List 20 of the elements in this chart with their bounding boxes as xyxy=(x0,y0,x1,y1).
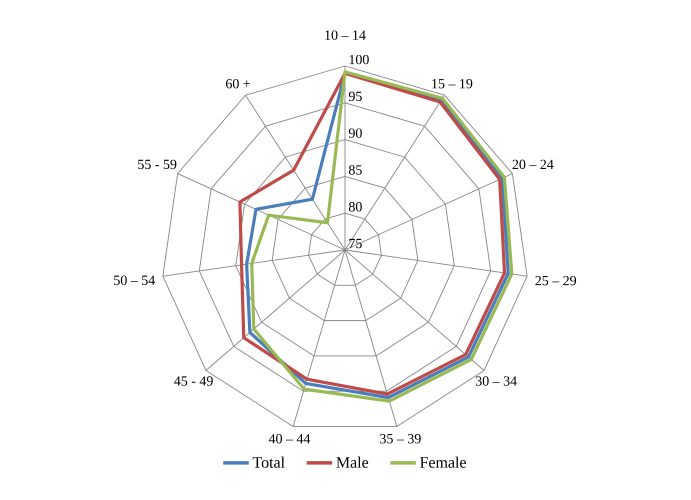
y-tick-label: 85 xyxy=(348,165,362,175)
spoke-label: 15 – 19 xyxy=(432,79,472,88)
spoke-label: 60 + xyxy=(226,78,250,88)
spoke-label: 35 – 39 xyxy=(380,434,421,444)
y-tick-label: 75 xyxy=(349,238,362,248)
spoke-label: 45 - 49 xyxy=(174,376,213,386)
spoke-label: 20 – 24 xyxy=(512,160,554,170)
y-tick-label: 95 xyxy=(348,92,362,102)
spoke-label: 10 – 14 xyxy=(325,30,366,40)
y-tick-label: 90 xyxy=(348,128,362,138)
spoke-label: 30 – 34 xyxy=(476,376,517,386)
legend-label: Total xyxy=(252,456,285,468)
spoke-label: 50 – 54 xyxy=(114,276,156,285)
legend-label: Female xyxy=(420,456,466,468)
spoke-label: 25 – 29 xyxy=(535,276,576,286)
legend-label: Male xyxy=(336,456,368,468)
spoke-label: 40 – 44 xyxy=(268,434,310,444)
y-tick-label: 80 xyxy=(348,202,362,212)
spoke-label: 55 - 59 xyxy=(138,160,176,170)
y-tick-label: 100 xyxy=(350,54,369,64)
